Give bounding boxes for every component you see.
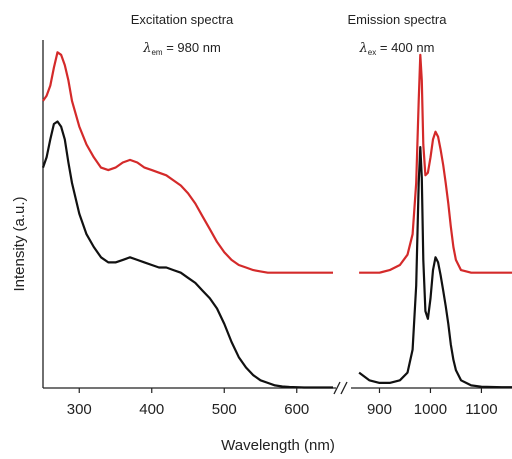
series-line	[358, 146, 512, 389]
excitation-title: Excitation spectra	[131, 12, 234, 27]
x-tick-label: 300	[67, 401, 92, 418]
emission-condition: λex = 400 nm	[359, 40, 435, 57]
x-axis-label: Wavelength (nm)	[221, 437, 335, 454]
excitation-lambda: λ	[142, 41, 151, 56]
emission-title: Emission spectra	[348, 12, 448, 27]
x-tick-label: 1100	[465, 401, 497, 418]
excitation-value: = 980 nm	[163, 40, 221, 55]
excitation-subscript: em	[151, 48, 162, 57]
emission-value: = 400 nm	[376, 40, 434, 55]
series-line	[41, 120, 333, 389]
axis-break-mark	[340, 381, 348, 395]
x-tick-label: 900	[367, 401, 392, 418]
axes	[42, 40, 512, 395]
x-ticks: 300 400 500 600 900 1000 1100	[67, 388, 498, 418]
x-tick-label: 400	[139, 401, 164, 418]
series-lines	[41, 51, 512, 389]
excitation-condition: λem = 980 nm	[142, 40, 221, 57]
y-axis-label: Intensity (a.u.)	[11, 196, 28, 291]
emission-lambda: λ	[359, 41, 368, 56]
x-tick-label: 1000	[414, 401, 447, 418]
axis-break-mark	[333, 381, 341, 395]
x-tick-label: 600	[284, 401, 309, 418]
series-line	[42, 51, 333, 274]
emission-subscript: ex	[368, 48, 376, 57]
series-line	[359, 53, 512, 274]
x-tick-label: 500	[212, 401, 237, 418]
